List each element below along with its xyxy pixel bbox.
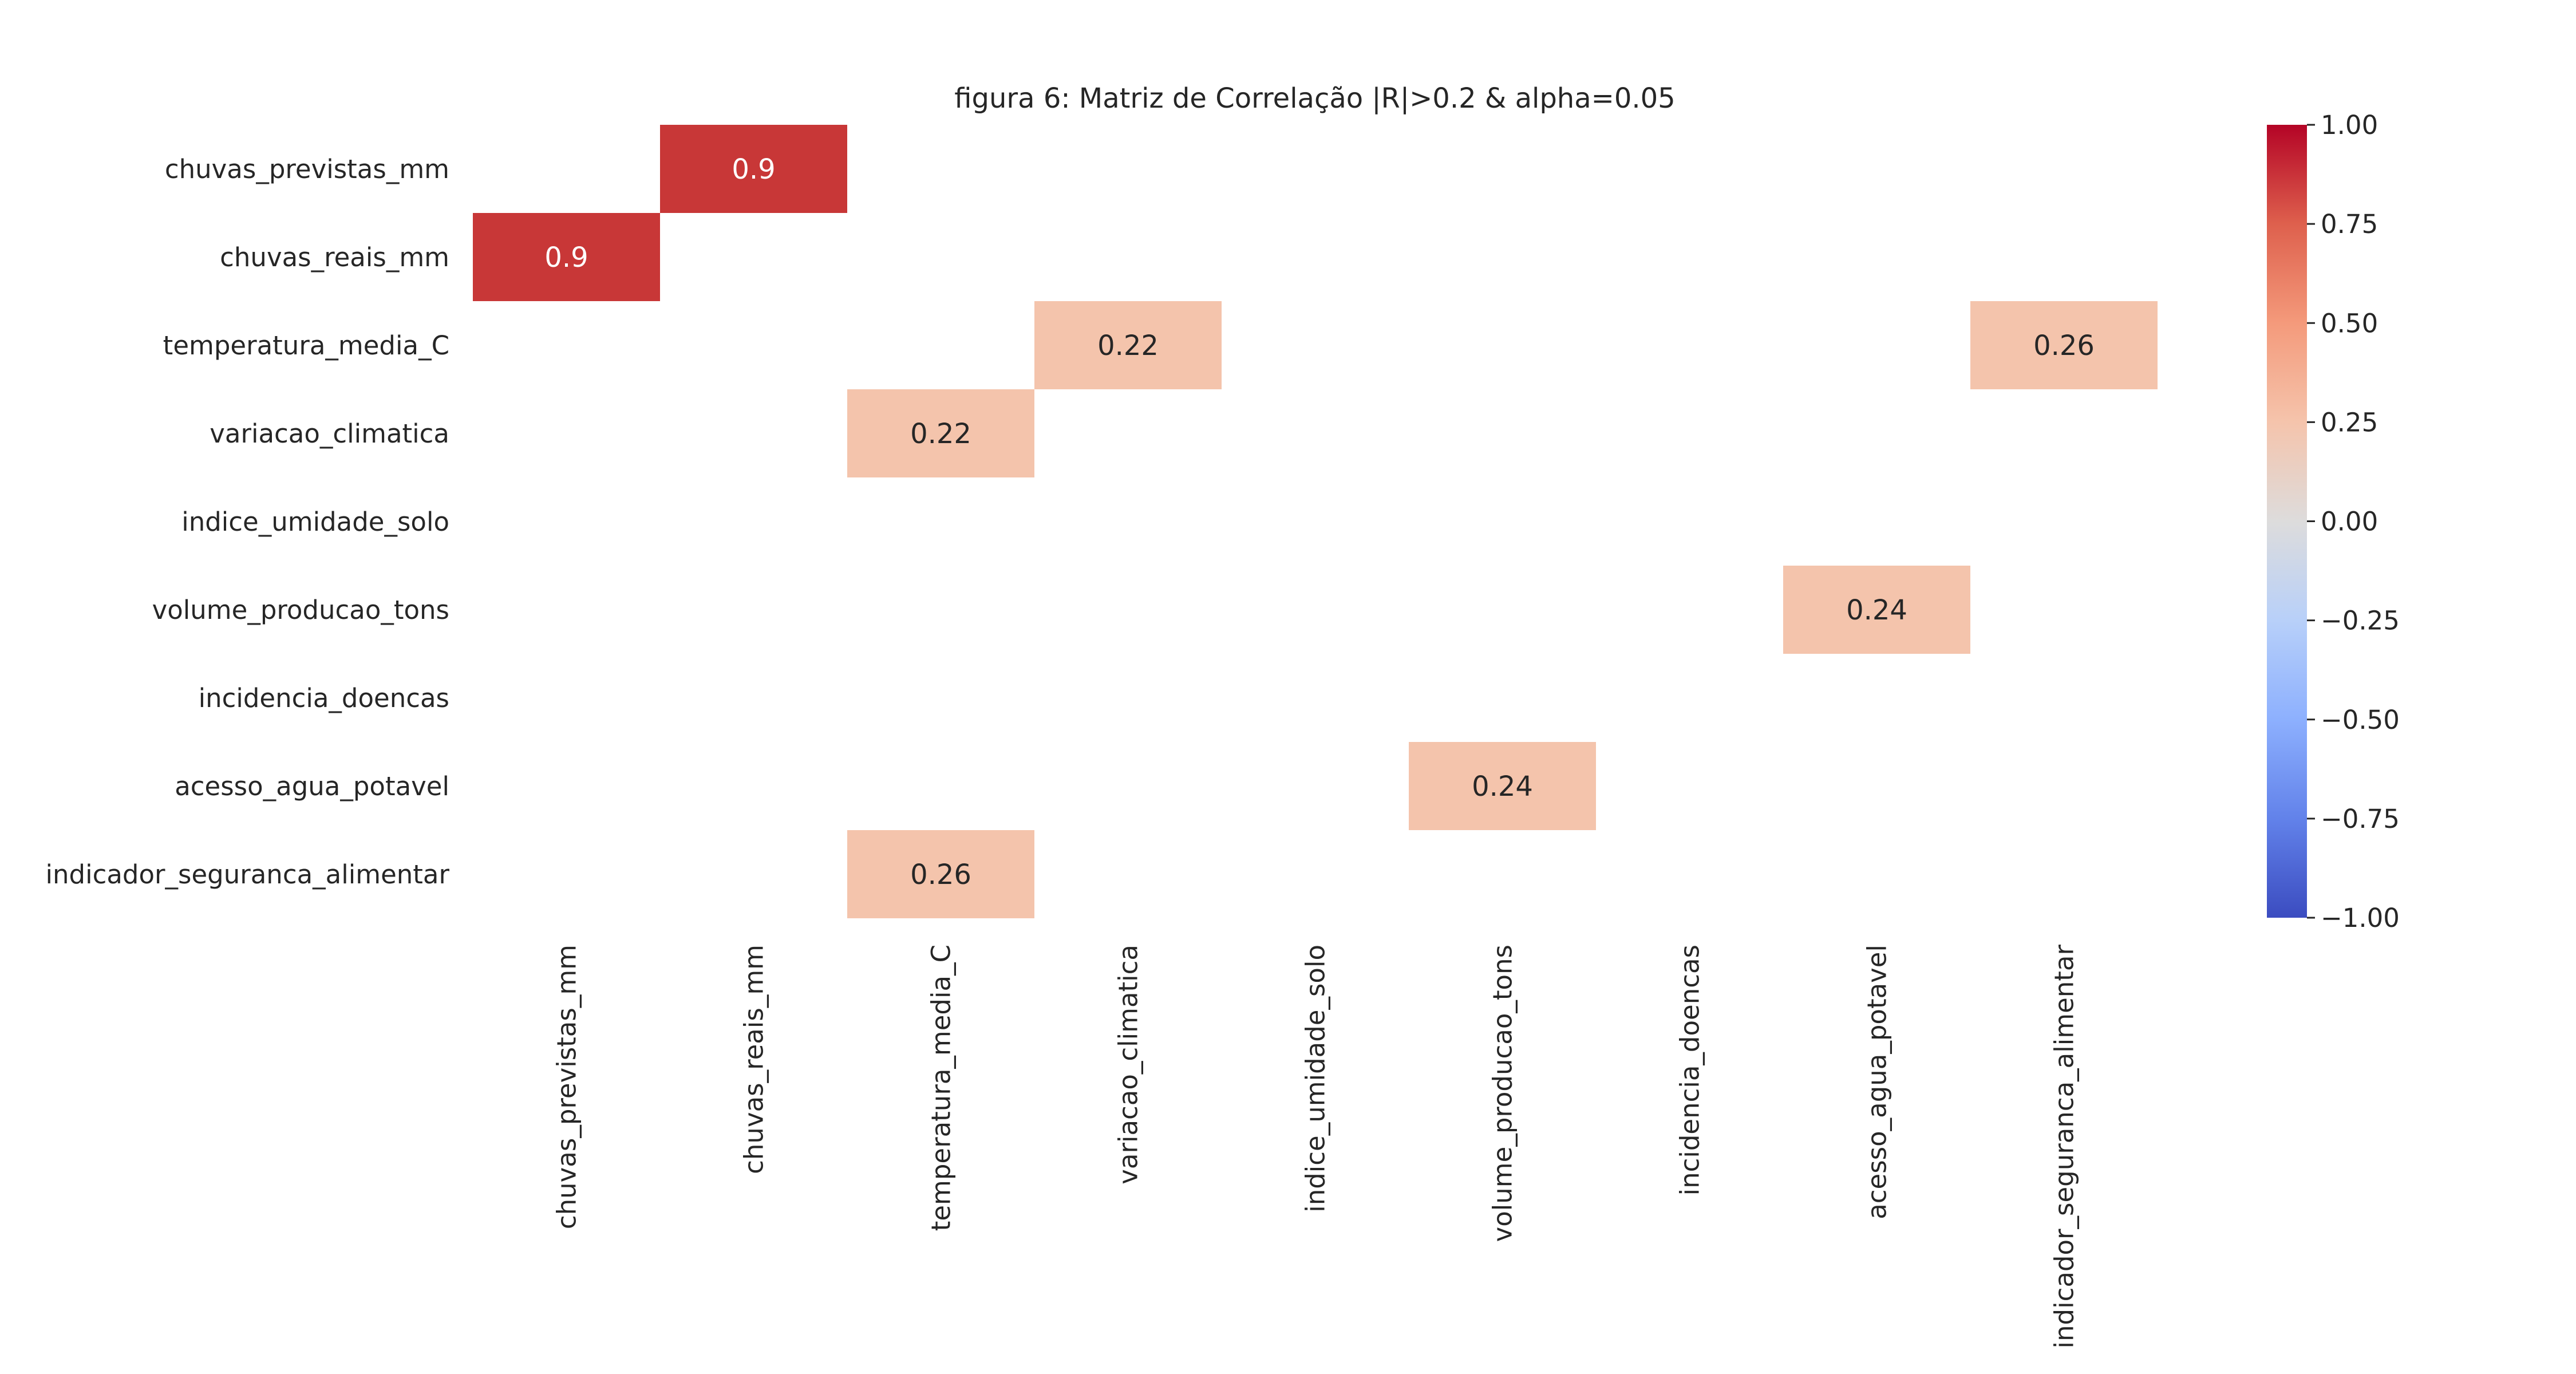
column-label: chuvas_reais_mm: [739, 945, 769, 1174]
heatmap-cells: 0.9 0.9 0.22 0.26 0.22 0.24 0.24 0.26: [473, 125, 2158, 918]
colorbar-tick-label: −0.50: [2321, 705, 2400, 735]
row-label: chuvas_reais_mm: [220, 242, 449, 273]
row-label: volume_producao_tons: [152, 595, 449, 625]
heatmap-cell-4: [847, 389, 1034, 477]
heatmap-cell-1: [473, 213, 660, 301]
column-label: indicador_seguranca_alimentar: [2049, 945, 2080, 1349]
column-labels: chuvas_previstas_mm chuvas_reais_mm temper…: [552, 945, 2080, 1349]
chart-title: figura 6: Matriz de Correlação |R|>0.2 &…: [954, 82, 1675, 114]
column-label: acesso_agua_potavel: [1862, 945, 1893, 1219]
heatmap-cell-2: [1034, 301, 1222, 389]
row-label: indicador_seguranca_alimentar: [46, 859, 450, 890]
column-label: incidencia_doencas: [1675, 945, 1705, 1195]
cell-value-label: 0.22: [910, 418, 971, 450]
cell-value-label: 0.9: [544, 242, 588, 274]
colorbar-tick-label: 0.25: [2321, 407, 2378, 437]
colorbar-ticks: 1.00 0.75 0.50 0.25 0.00 −0.25 −0.50 −0.75 −1.00: [2307, 110, 2400, 933]
cell-value-label: 0.24: [1846, 594, 1907, 626]
colorbar-tick-label: −1.00: [2321, 903, 2400, 933]
column-label: chuvas_previstas_mm: [552, 945, 582, 1229]
column-label: temperatura_media_C: [926, 945, 957, 1231]
heatmap-cell-3: [1970, 301, 2158, 389]
row-label: indice_umidade_solo: [181, 507, 449, 537]
cell-value-label: 0.24: [1472, 771, 1533, 803]
cell-value-label: 0.22: [1097, 330, 1159, 362]
column-label: volume_producao_tons: [1488, 945, 1518, 1242]
heatmap-cell-0: [660, 125, 847, 213]
row-label: acesso_agua_potavel: [175, 771, 449, 802]
row-label: variacao_climatica: [210, 418, 449, 449]
colorbar-tick-label: −0.75: [2321, 804, 2400, 834]
colorbar-tick-label: 0.50: [2321, 308, 2378, 338]
cell-value-label: 0.26: [910, 859, 971, 891]
colorbar: 1.00 0.75 0.50 0.25 0.00 −0.25 −0.50 −0.75 −1.00: [2267, 110, 2400, 933]
column-label: indice_umidade_solo: [1301, 945, 1331, 1213]
colorbar-tick-label: −0.25: [2321, 606, 2400, 636]
colorbar-tick-label: 0.75: [2321, 209, 2378, 239]
cell-value-label: 0.26: [2033, 330, 2095, 362]
colorbar-tick-label: 1.00: [2321, 110, 2378, 140]
column-label: variacao_climatica: [1113, 945, 1144, 1185]
row-labels: chuvas_previstas_mm chuvas_reais_mmtemper…: [46, 154, 450, 890]
colorbar-tick-label: 0.00: [2321, 507, 2378, 537]
colorbar-gradient: [2267, 125, 2307, 918]
row-label: chuvas_previstas_mm: [165, 154, 449, 184]
heatmap-cell-6: [1409, 742, 1596, 830]
heatmap-cell-5: [1783, 566, 1970, 654]
row-label: temperatura_media_C: [163, 330, 449, 361]
cell-value-label: 0.9: [732, 153, 775, 185]
heatmap-cell-7: [847, 830, 1034, 918]
row-label: incidencia_doencas: [199, 683, 449, 713]
